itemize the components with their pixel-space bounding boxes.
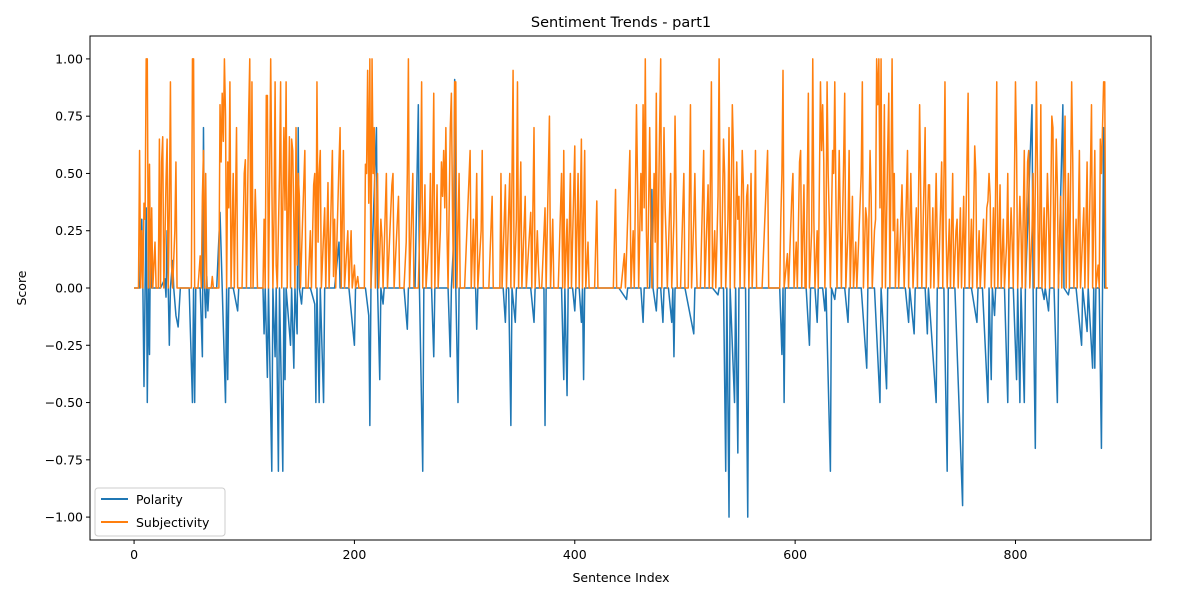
y-tick-label: 0.25 xyxy=(55,223,83,238)
y-axis: −1.00 −0.75 −0.50 −0.25 0.00 0.25 0.50 0.75 1.00 xyxy=(45,51,90,525)
x-tick-label: 200 xyxy=(342,547,366,562)
series-line-subjectivity xyxy=(134,58,1109,289)
series-line-polarity xyxy=(134,78,1107,518)
x-axis: 0 200 400 600 800 xyxy=(130,540,1027,562)
x-tick-label: 400 xyxy=(563,547,587,562)
y-tick-label: 0.50 xyxy=(55,166,83,181)
plot-area xyxy=(134,58,1109,518)
legend-label-polarity: Polarity xyxy=(136,492,183,507)
y-axis-label: Score xyxy=(14,270,29,305)
x-tick-label: 600 xyxy=(783,547,807,562)
x-axis-label: Sentence Index xyxy=(572,570,669,585)
y-tick-label: −0.25 xyxy=(45,338,83,353)
x-tick-label: 800 xyxy=(1004,547,1028,562)
legend: Polarity Subjectivity xyxy=(94,487,226,537)
y-tick-label: 0.75 xyxy=(55,109,83,124)
y-tick-label: −0.50 xyxy=(45,395,83,410)
y-tick-label: 0.00 xyxy=(55,281,83,296)
x-tick-label: 0 xyxy=(130,547,138,562)
legend-label-subjectivity: Subjectivity xyxy=(136,515,210,530)
y-tick-label: 1.00 xyxy=(55,51,83,66)
chart-title: Sentiment Trends - part1 xyxy=(531,15,711,31)
y-tick-label: −0.75 xyxy=(45,452,83,467)
y-tick-label: −1.00 xyxy=(45,510,83,525)
